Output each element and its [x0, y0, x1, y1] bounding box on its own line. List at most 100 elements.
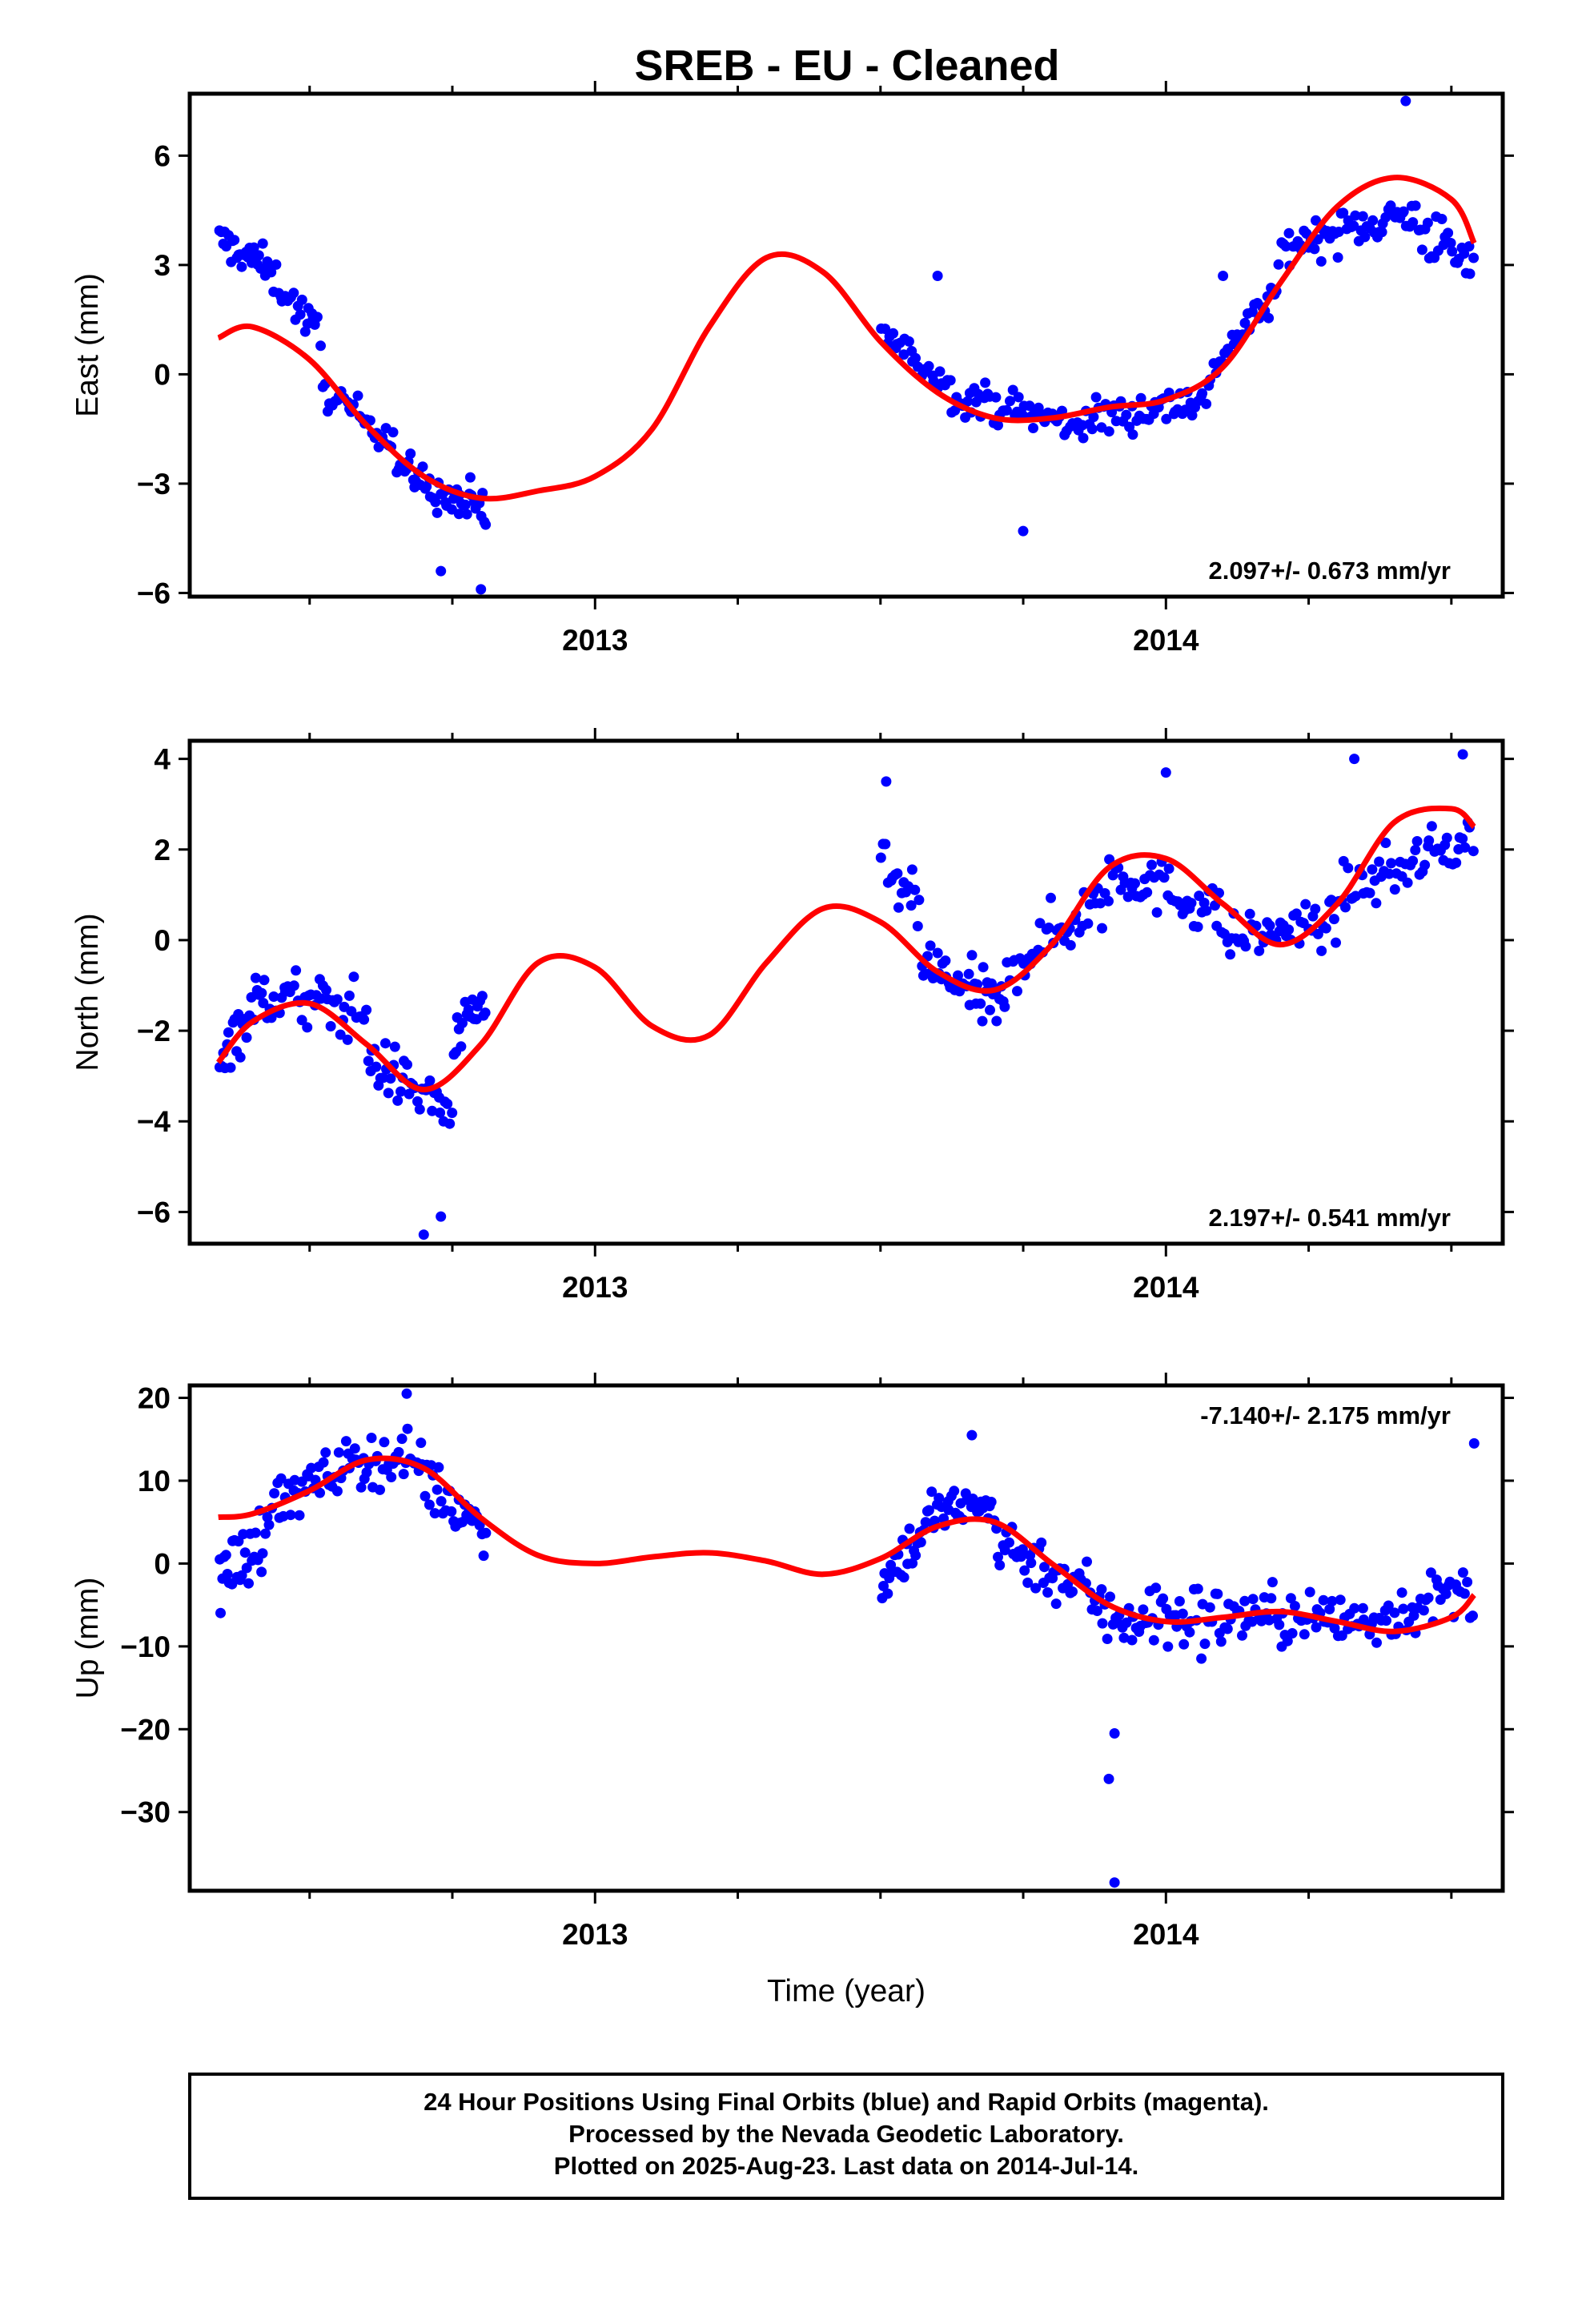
y-tick-label: 10 — [138, 1465, 171, 1498]
data-point — [1096, 1584, 1107, 1595]
data-point — [235, 1051, 246, 1063]
data-point — [348, 971, 359, 983]
data-point — [1247, 1594, 1259, 1605]
data-point — [980, 377, 991, 388]
data-point — [903, 336, 914, 347]
data-point — [241, 1032, 252, 1043]
data-point — [256, 1566, 267, 1578]
data-point — [1381, 1615, 1391, 1626]
data-point — [925, 940, 936, 951]
rate-annotation: -7.140+/- 2.175 mm/yr — [1200, 1401, 1451, 1429]
data-point — [1192, 1583, 1203, 1594]
data-point — [355, 1482, 367, 1493]
data-point — [320, 1447, 331, 1458]
data-point — [1158, 1593, 1169, 1604]
data-point — [436, 1211, 447, 1222]
data-point — [1212, 1588, 1223, 1599]
data-point — [239, 1547, 251, 1558]
data-point — [1204, 1602, 1215, 1613]
data-point — [1350, 210, 1361, 221]
data-point — [474, 1520, 485, 1530]
data-point — [1018, 525, 1029, 537]
data-point — [236, 1570, 247, 1581]
data-point — [446, 1506, 457, 1517]
y-tick-label: −3 — [137, 468, 171, 501]
y-tick-label: 3 — [154, 249, 171, 282]
data-point — [875, 852, 886, 863]
data-point — [940, 955, 951, 967]
data-point — [1329, 1622, 1340, 1634]
data-point — [1280, 241, 1291, 252]
data-point — [923, 360, 934, 372]
data-point — [1411, 836, 1423, 846]
data-point — [420, 1490, 431, 1502]
data-point — [1046, 892, 1056, 903]
data-point — [359, 1014, 370, 1025]
data-point — [421, 481, 432, 492]
data-point — [1199, 897, 1210, 908]
data-point — [288, 980, 299, 991]
data-point — [1030, 1582, 1042, 1594]
plot-area — [215, 1388, 1480, 1888]
data-point — [363, 1055, 374, 1067]
data-point — [333, 1447, 344, 1458]
data-point — [461, 509, 472, 520]
x-tick-label: 2014 — [1133, 1271, 1199, 1304]
data-point — [949, 1486, 960, 1497]
data-point — [1468, 1610, 1478, 1622]
data-point — [1099, 888, 1110, 899]
data-point — [389, 1041, 400, 1052]
data-point — [1256, 1615, 1267, 1626]
data-point — [385, 1073, 396, 1084]
data-point — [1349, 1602, 1360, 1614]
data-point — [904, 1523, 915, 1534]
data-point — [1468, 846, 1479, 857]
data-point — [1039, 1562, 1050, 1573]
data-point — [1285, 1593, 1296, 1604]
data-point — [1026, 1558, 1037, 1569]
data-point — [392, 1095, 404, 1106]
data-point — [386, 1472, 397, 1482]
data-point — [478, 1550, 489, 1562]
data-point — [340, 1436, 351, 1447]
data-point — [1468, 1437, 1480, 1449]
data-point — [1316, 945, 1327, 956]
data-point — [994, 1560, 1006, 1570]
data-point — [1036, 1537, 1047, 1548]
data-point — [909, 884, 921, 895]
data-point — [480, 519, 492, 530]
data-point — [1050, 1598, 1062, 1610]
data-point — [1333, 227, 1344, 237]
data-point — [1408, 1610, 1419, 1621]
y-tick-label: −2 — [137, 1015, 171, 1047]
data-point — [288, 287, 299, 299]
data-point — [1002, 404, 1012, 416]
data-point — [1468, 252, 1480, 263]
data-point — [1422, 217, 1433, 228]
data-point — [913, 895, 925, 906]
data-point — [1103, 895, 1114, 907]
rate-annotation: 2.197+/- 0.541 mm/yr — [1209, 1204, 1451, 1232]
data-point — [1459, 1588, 1470, 1599]
data-point — [480, 1527, 492, 1538]
data-point — [932, 271, 943, 281]
data-point — [396, 1433, 408, 1445]
data-point — [1161, 413, 1172, 424]
data-point — [1097, 923, 1107, 934]
data-point — [953, 970, 963, 981]
data-point — [294, 1510, 305, 1521]
data-point — [963, 968, 974, 979]
data-point — [932, 947, 943, 959]
data-point — [476, 584, 487, 595]
data-point — [1244, 908, 1255, 919]
data-point — [296, 1015, 307, 1026]
data-point — [1160, 767, 1171, 778]
data-point — [1357, 1602, 1368, 1614]
data-point — [1118, 1632, 1130, 1643]
data-point — [1338, 207, 1349, 219]
data-point — [882, 1588, 893, 1599]
data-point — [991, 1015, 1002, 1027]
data-point — [934, 366, 946, 377]
data-point — [1013, 392, 1024, 403]
data-point — [999, 1545, 1010, 1556]
